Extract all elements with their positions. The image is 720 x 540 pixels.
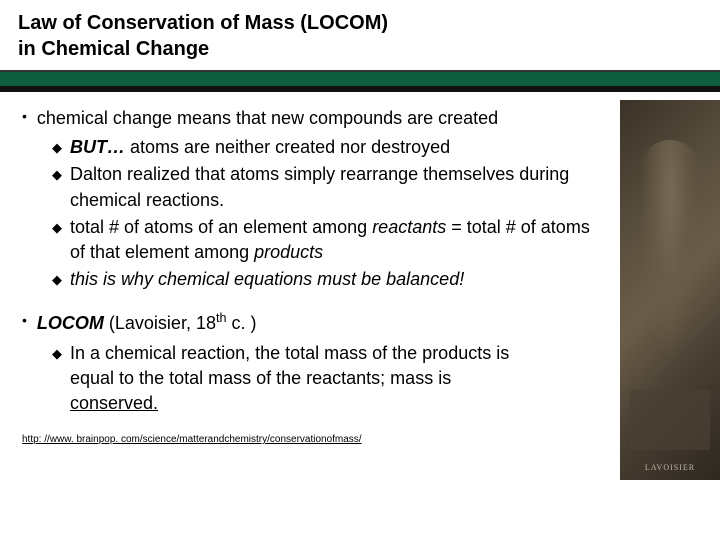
section2-main-bullet: • LOCOM (Lavoisier, 18th c. ) [22, 310, 698, 336]
arrow-marker-icon: ◆ [52, 344, 62, 417]
arrow-marker-icon: ◆ [52, 270, 62, 292]
sub-text: this is why chemical equations must be b… [70, 267, 592, 292]
divider-bar [0, 70, 720, 92]
statue-caption: LAVOISIER [620, 463, 720, 472]
section1-main-text: chemical change means that new compounds… [37, 106, 698, 131]
slide-header: Law of Conservation of Mass (LOCOM) in C… [0, 0, 720, 70]
arrow-marker-icon: ◆ [52, 138, 62, 160]
title-line-2: in Chemical Change [18, 36, 702, 62]
sub-text: total # of atoms of an element among rea… [70, 215, 592, 265]
arrow-marker-icon: ◆ [52, 165, 62, 212]
section2: • LOCOM (Lavoisier, 18th c. ) ◆ In a che… [22, 310, 698, 416]
list-item: ◆ this is why chemical equations must be… [52, 267, 592, 292]
list-item: ◆ total # of atoms of an element among r… [52, 215, 592, 265]
section2-sublist: ◆ In a chemical reaction, the total mass… [52, 341, 532, 417]
section1-main-bullet: • chemical change means that new compoun… [22, 106, 698, 131]
sub-text: In a chemical reaction, the total mass o… [70, 341, 532, 417]
bullet-dot-icon: • [22, 310, 27, 336]
sub-text: Dalton realized that atoms simply rearra… [70, 162, 592, 212]
section2-main-text: LOCOM (Lavoisier, 18th c. ) [37, 310, 698, 336]
sub-text: BUT… atoms are neither created nor destr… [70, 135, 592, 160]
section1-sublist: ◆ BUT… atoms are neither created nor des… [52, 135, 592, 292]
arrow-marker-icon: ◆ [52, 218, 62, 265]
content-area: • chemical change means that new compoun… [0, 92, 720, 445]
list-item: ◆ BUT… atoms are neither created nor des… [52, 135, 592, 160]
title-line-1: Law of Conservation of Mass (LOCOM) [18, 10, 702, 36]
list-item: ◆ Dalton realized that atoms simply rear… [52, 162, 592, 212]
bullet-dot-icon: • [22, 106, 27, 131]
source-link[interactable]: http: //www. brainpop. com/science/matte… [22, 434, 698, 445]
list-item: ◆ In a chemical reaction, the total mass… [52, 341, 532, 417]
